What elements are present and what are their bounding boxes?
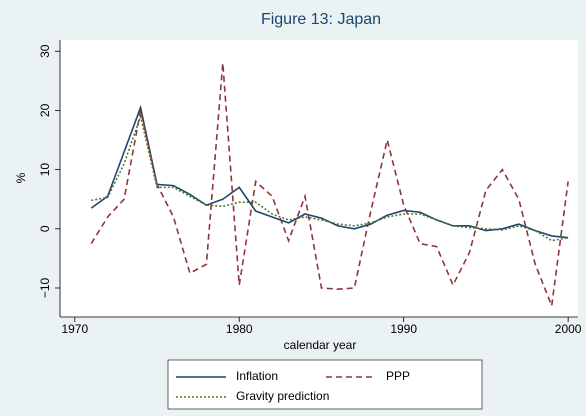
- legend-label: Gravity prediction: [236, 389, 329, 403]
- y-axis-title: %: [14, 172, 28, 183]
- x-tick-label: 2000: [555, 322, 582, 336]
- x-tick-label: 1990: [390, 322, 417, 336]
- x-tick-label: 1980: [226, 322, 253, 336]
- y-tick-label: 0: [38, 225, 52, 232]
- y-tick-label: −10: [38, 277, 52, 298]
- plot-area: [60, 40, 578, 317]
- x-axis-title: calendar year: [284, 338, 357, 352]
- legend-label: Inflation: [236, 369, 278, 383]
- legend-label: PPP: [386, 369, 410, 383]
- series-line: [90, 63, 569, 309]
- series-line: [91, 113, 569, 242]
- chart-title: Figure 13: Japan: [261, 11, 381, 28]
- x-tick-label: 1970: [61, 322, 88, 336]
- y-tick-label: 10: [38, 163, 52, 177]
- legend: [167, 359, 483, 410]
- y-tick-label: 30: [38, 44, 52, 58]
- y-tick-label: 20: [38, 103, 52, 117]
